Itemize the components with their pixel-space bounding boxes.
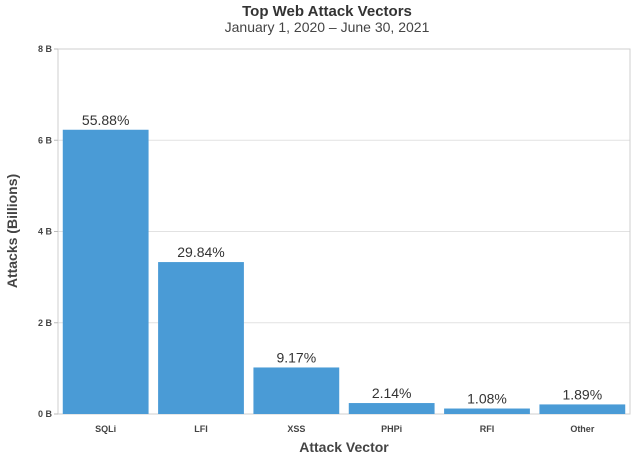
- y-tick-label: 6 B: [38, 135, 53, 145]
- y-axis-ticks: 0 B 2 B 4 B 6 B 8 B: [38, 44, 58, 419]
- y-tick-label: 2 B: [38, 318, 53, 328]
- y-tick-label: 4 B: [38, 227, 53, 237]
- x-tick-label: RFI: [480, 424, 495, 434]
- gridlines: [58, 139, 630, 324]
- bar-rfi: [444, 408, 530, 414]
- chart-title: Top Web Attack Vectors: [242, 3, 412, 20]
- y-axis-title: Attacks (Billions): [4, 174, 20, 288]
- data-label-sqli: 55.88%: [82, 112, 129, 128]
- data-label-phpi: 2.14%: [372, 385, 412, 401]
- x-axis-title: Attack Vector: [299, 439, 389, 455]
- x-tick-label: SQLi: [95, 424, 116, 434]
- x-tick-label: PHPi: [381, 424, 402, 434]
- bar-lfi: [158, 262, 244, 414]
- data-label-xss: 9.17%: [276, 349, 316, 365]
- y-tick-label: 8 B: [38, 44, 53, 54]
- data-label-other: 1.89%: [562, 386, 602, 402]
- x-tick-label: LFI: [194, 424, 208, 434]
- bars: [62, 129, 626, 414]
- bar-xss: [253, 367, 340, 414]
- data-label-lfi: 29.84%: [177, 244, 224, 260]
- x-axis-ticks: SQLi LFI XSS PHPi RFI Other: [95, 424, 595, 434]
- chart-subtitle: January 1, 2020 – June 30, 2021: [225, 19, 430, 35]
- bar-phpi: [348, 403, 435, 414]
- y-tick-label: 0 B: [38, 409, 53, 419]
- bar-sqli: [62, 129, 149, 414]
- data-label-rfi: 1.08%: [467, 391, 507, 407]
- bar-other: [539, 404, 626, 414]
- x-tick-label: Other: [570, 424, 595, 434]
- x-tick-label: XSS: [287, 424, 305, 434]
- data-labels: 55.88% 29.84% 9.17% 2.14% 1.08% 1.89%: [82, 112, 602, 407]
